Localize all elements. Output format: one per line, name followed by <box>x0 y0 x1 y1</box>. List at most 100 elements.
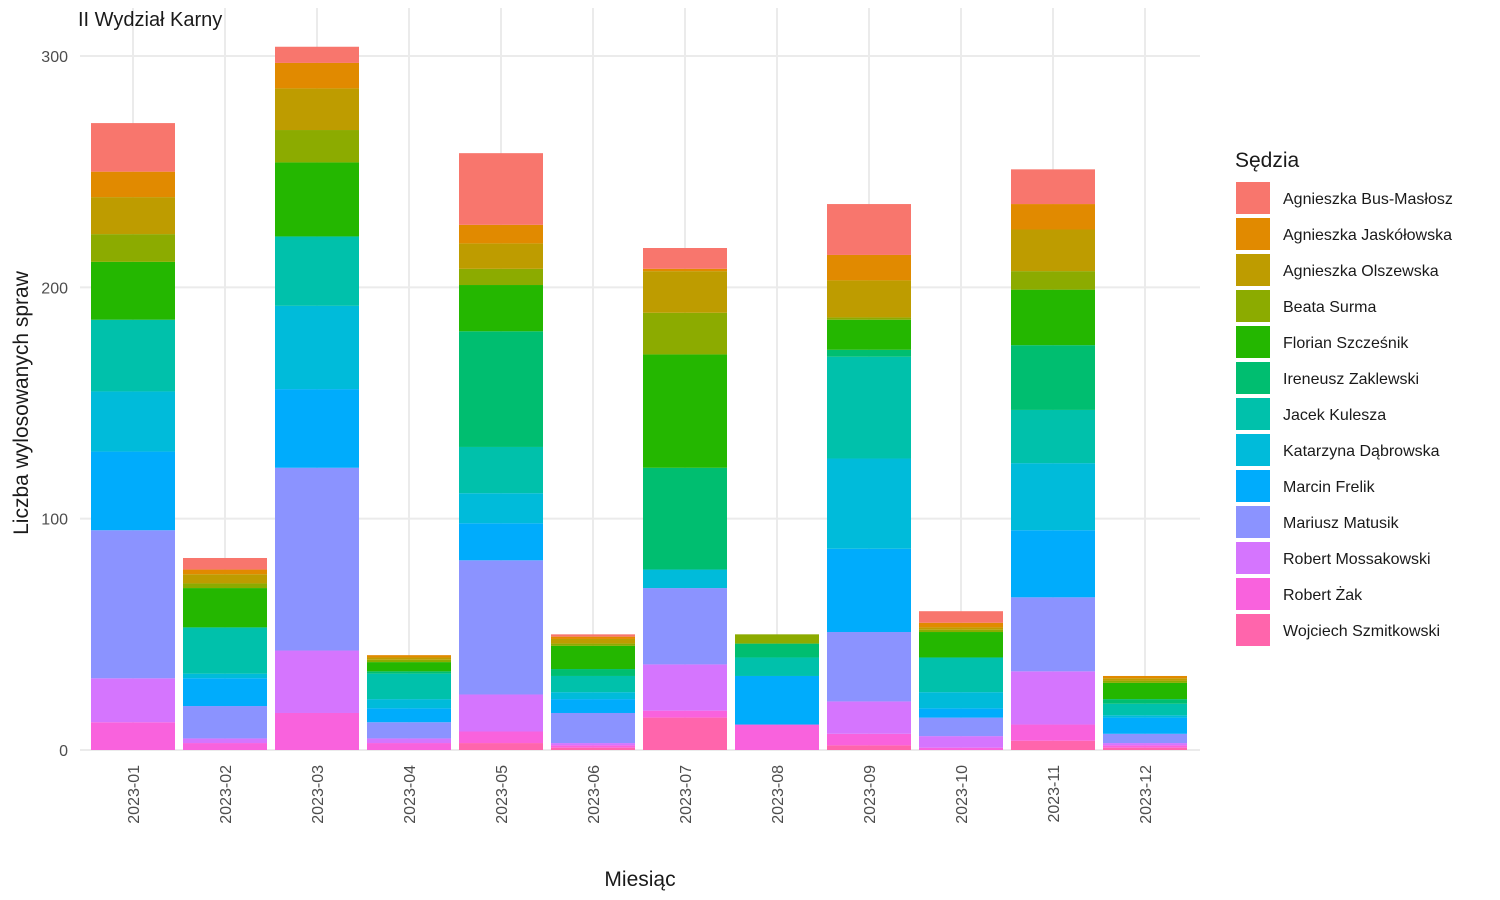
bar-segment <box>275 236 359 306</box>
bar-segment <box>919 736 1003 748</box>
bar-segment <box>919 708 1003 718</box>
bar-segment <box>827 733 911 746</box>
bar-segment <box>183 583 267 589</box>
bar-segment <box>1103 703 1187 716</box>
bar-segment <box>735 724 819 750</box>
bar-segment <box>919 632 1003 658</box>
bar-segment <box>183 743 267 750</box>
bar-segment <box>643 248 727 269</box>
bar-segment <box>459 731 543 744</box>
bar-segment <box>91 678 175 723</box>
legend-key <box>1236 470 1270 502</box>
x-tick-label: 2023-09 <box>862 765 879 824</box>
bar-segment <box>827 254 911 281</box>
bar-segment <box>643 717 727 750</box>
y-tick-label: 100 <box>41 512 68 529</box>
legend-key <box>1236 326 1270 358</box>
bar-segment <box>459 694 543 732</box>
bar-segment <box>275 130 359 163</box>
legend-label: Robert Żak <box>1283 585 1363 604</box>
y-tick-label: 300 <box>41 49 68 66</box>
bar-segment <box>1011 229 1095 272</box>
bar-segment <box>91 391 175 452</box>
bar-segment <box>1103 682 1187 700</box>
legend-key <box>1236 290 1270 322</box>
bar-segment <box>919 622 1003 628</box>
legend-key <box>1236 506 1270 538</box>
bar-segment <box>275 62 359 89</box>
bar-segment <box>183 574 267 584</box>
bar-segment <box>1103 745 1187 748</box>
bar-segment <box>551 712 635 744</box>
bar-segment <box>643 271 727 313</box>
bar-segment <box>275 162 359 237</box>
bar-segment <box>91 123 175 172</box>
bar-segment <box>827 458 911 549</box>
bar-segment <box>183 588 267 628</box>
bar-segment <box>551 638 635 644</box>
bar-segment <box>91 197 175 235</box>
bar-segment <box>183 678 267 707</box>
bar-segment <box>827 745 911 750</box>
x-tick-label: 2023-06 <box>586 765 603 824</box>
bar-segment <box>1011 724 1095 741</box>
legend-key <box>1236 362 1270 394</box>
bar-segment <box>459 493 543 524</box>
bar-segment <box>919 747 1003 750</box>
legend-label: Robert Mossakowski <box>1283 551 1431 568</box>
bar-segment <box>275 46 359 63</box>
bar-segment <box>459 268 543 286</box>
bar-segment <box>367 708 451 723</box>
bar-segment <box>735 675 819 725</box>
bar-segment <box>551 745 635 748</box>
bar-segment <box>1103 717 1187 734</box>
bar-segment <box>735 634 819 644</box>
bar-segment <box>643 268 727 272</box>
bar-segment <box>551 743 635 746</box>
bar-segment <box>459 153 543 225</box>
bar-segment <box>735 643 819 658</box>
bar-segment <box>1103 743 1187 746</box>
bar-segment <box>367 659 451 663</box>
bar-segment <box>919 629 1003 633</box>
legend-key <box>1236 182 1270 214</box>
bar-segment <box>551 636 635 639</box>
bar-segment <box>91 171 175 198</box>
x-tick-label: 2023-01 <box>126 765 143 824</box>
bar-segment <box>275 712 359 750</box>
bar-segment <box>367 657 451 660</box>
bar-segment <box>275 389 359 468</box>
y-tick-label: 200 <box>41 280 68 297</box>
bar-segment <box>827 280 911 318</box>
bar-segment <box>551 634 635 637</box>
bar-segment <box>459 523 543 561</box>
bar-segment <box>1011 463 1095 531</box>
legend-key <box>1236 254 1270 286</box>
bar-segment <box>827 317 911 320</box>
bar-segment <box>91 722 175 750</box>
x-tick-label: 2023-05 <box>494 765 511 824</box>
legend-label: Beata Surma <box>1283 299 1376 316</box>
legend-key <box>1236 542 1270 574</box>
legend-key <box>1236 434 1270 466</box>
legend-label: Florian Szcześnik <box>1283 335 1409 352</box>
bar-segment <box>1011 169 1095 205</box>
bar-segment <box>919 692 1003 709</box>
x-tick-label: 2023-04 <box>402 765 419 824</box>
bar-segment <box>1011 271 1095 290</box>
bar-segment <box>827 349 911 357</box>
legend-key <box>1236 578 1270 610</box>
bar-segment <box>1103 699 1187 704</box>
bar-segment <box>459 285 543 332</box>
bar-segment <box>183 706 267 739</box>
bar-segment <box>367 738 451 744</box>
legend-key <box>1236 398 1270 430</box>
bar-segment <box>1011 740 1095 750</box>
bar-segment <box>643 569 727 589</box>
bar-segment <box>1011 671 1095 725</box>
y-axis-title: Liczba wylosowanych spraw <box>10 270 33 535</box>
bar-segment <box>1011 345 1095 410</box>
legend-label: Agnieszka Bus-Masłosz <box>1283 191 1453 208</box>
bar-segment <box>367 655 451 658</box>
